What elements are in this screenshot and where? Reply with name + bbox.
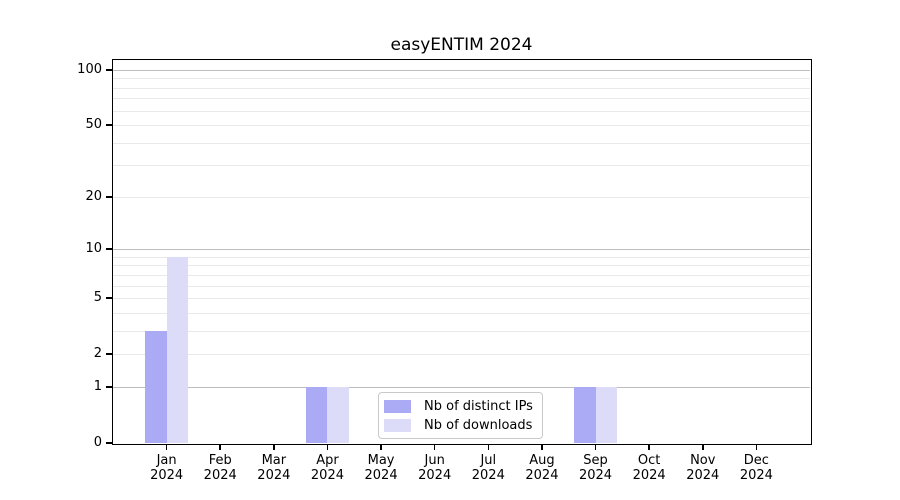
y-axis-tick-label-20: 20 (85, 188, 102, 204)
bar-nb-of-distinct-ips-apr-2024 (305, 386, 328, 443)
y-axis-tick-1 (106, 386, 113, 388)
x-axis-tick-may-2024 (380, 444, 382, 450)
y-axis-tick-label-1: 1 (93, 378, 102, 394)
x-axis-tick-jan-2024 (165, 444, 168, 450)
x-axis-tick-label-dec-2024: Dec 2024 (739, 453, 773, 483)
x-axis-tick-label-feb-2024: Feb 2024 (203, 453, 237, 483)
bar-nb-of-distinct-ips-sep-2024 (574, 386, 596, 443)
x-axis-tick-label-sep-2024: Sep 2024 (578, 453, 613, 483)
x-axis-tick-apr-2024 (326, 444, 329, 450)
y-axis-tick-label-5: 5 (93, 290, 102, 306)
minor-gridline-50 (113, 125, 810, 127)
legend-label-downloads: Nb of downloads (424, 418, 533, 433)
chart-title: easyENTIM 2024 (390, 35, 533, 55)
legend-entry-downloads: Nb of downloads (384, 416, 542, 435)
minor-gridline-2 (113, 354, 810, 356)
y-axis-tick-100 (106, 69, 113, 71)
minor-gridline-7 (113, 274, 810, 276)
x-axis-tick-label-jul-2024: Jul 2024 (471, 453, 505, 483)
legend-swatch-downloads (384, 419, 411, 432)
minor-gridline-4 (113, 312, 810, 314)
x-axis-tick-jun-2024 (433, 444, 436, 450)
x-axis-tick-label-oct-2024: Oct 2024 (632, 453, 666, 483)
x-axis-tick-aug-2024 (541, 444, 543, 450)
x-axis-tick-feb-2024 (219, 444, 221, 450)
x-axis-tick-label-jan-2024: Jan 2024 (150, 453, 184, 483)
legend: Nb of distinct IPs Nb of downloads (378, 391, 543, 439)
major-gridline-10 (113, 249, 810, 251)
y-axis-tick-20 (106, 196, 113, 198)
x-axis-tick-nov-2024 (702, 444, 704, 450)
x-axis-tick-jul-2024 (487, 444, 490, 450)
minor-gridline-60 (113, 110, 810, 112)
minor-gridline-20 (113, 196, 810, 198)
y-axis-tick-50 (106, 124, 113, 126)
x-axis-tick-label-mar-2024: Mar 2024 (257, 453, 291, 483)
x-axis-tick-label-jun-2024: Jun 2024 (418, 453, 452, 483)
major-gridline-100 (113, 70, 810, 71)
minor-gridline-3 (113, 330, 810, 332)
minor-gridline-90 (113, 78, 810, 80)
major-gridline-1 (113, 386, 810, 388)
y-axis-tick-label-10: 10 (85, 241, 102, 257)
x-axis-tick-label-nov-2024: Nov 2024 (686, 453, 720, 483)
legend-label-distinct-ips: Nb of distinct IPs (424, 399, 533, 414)
bar-nb-of-downloads-apr-2024 (327, 386, 349, 443)
bar-nb-of-downloads-jan-2024 (166, 256, 189, 443)
x-axis-tick-mar-2024 (273, 444, 275, 450)
bar-nb-of-distinct-ips-jan-2024 (145, 330, 167, 443)
x-axis-tick-label-aug-2024: Aug 2024 (525, 453, 559, 483)
y-axis-tick-5 (106, 297, 113, 299)
y-axis-tick-10 (106, 248, 113, 250)
y-axis-tick-label-100: 100 (77, 62, 102, 77)
minor-gridline-70 (113, 98, 810, 100)
legend-entry-distinct-ips: Nb of distinct IPs (384, 397, 542, 416)
y-axis-tick-label-0: 0 (93, 435, 102, 450)
x-axis-tick-sep-2024 (594, 444, 597, 450)
bar-nb-of-downloads-sep-2024 (595, 386, 618, 443)
y-axis-tick-label-2: 2 (93, 346, 102, 362)
legend-swatch-distinct-ips (384, 400, 411, 413)
x-axis-tick-label-apr-2024: Apr 2024 (310, 453, 344, 483)
minor-gridline-6 (113, 285, 810, 287)
x-axis-tick-label-may-2024: May 2024 (364, 453, 398, 483)
x-axis-tick-dec-2024 (755, 444, 758, 450)
minor-gridline-8 (113, 265, 810, 267)
plot-area: 0 1 2 5 10 20 50 100 Jan 2024 Feb 2024 Mar 2024 Apr 202… (77, 60, 810, 482)
minor-gridline-9 (113, 256, 810, 258)
minor-gridline-40 (113, 142, 810, 144)
y-axis-tick-label-50: 50 (85, 117, 102, 133)
y-axis-tick-2 (106, 353, 113, 355)
y-axis-tick-0 (106, 442, 113, 444)
x-axis-tick-oct-2024 (648, 444, 650, 450)
minor-gridline-30 (113, 165, 810, 167)
minor-gridline-5 (113, 298, 810, 300)
minor-gridline-80 (113, 87, 810, 89)
